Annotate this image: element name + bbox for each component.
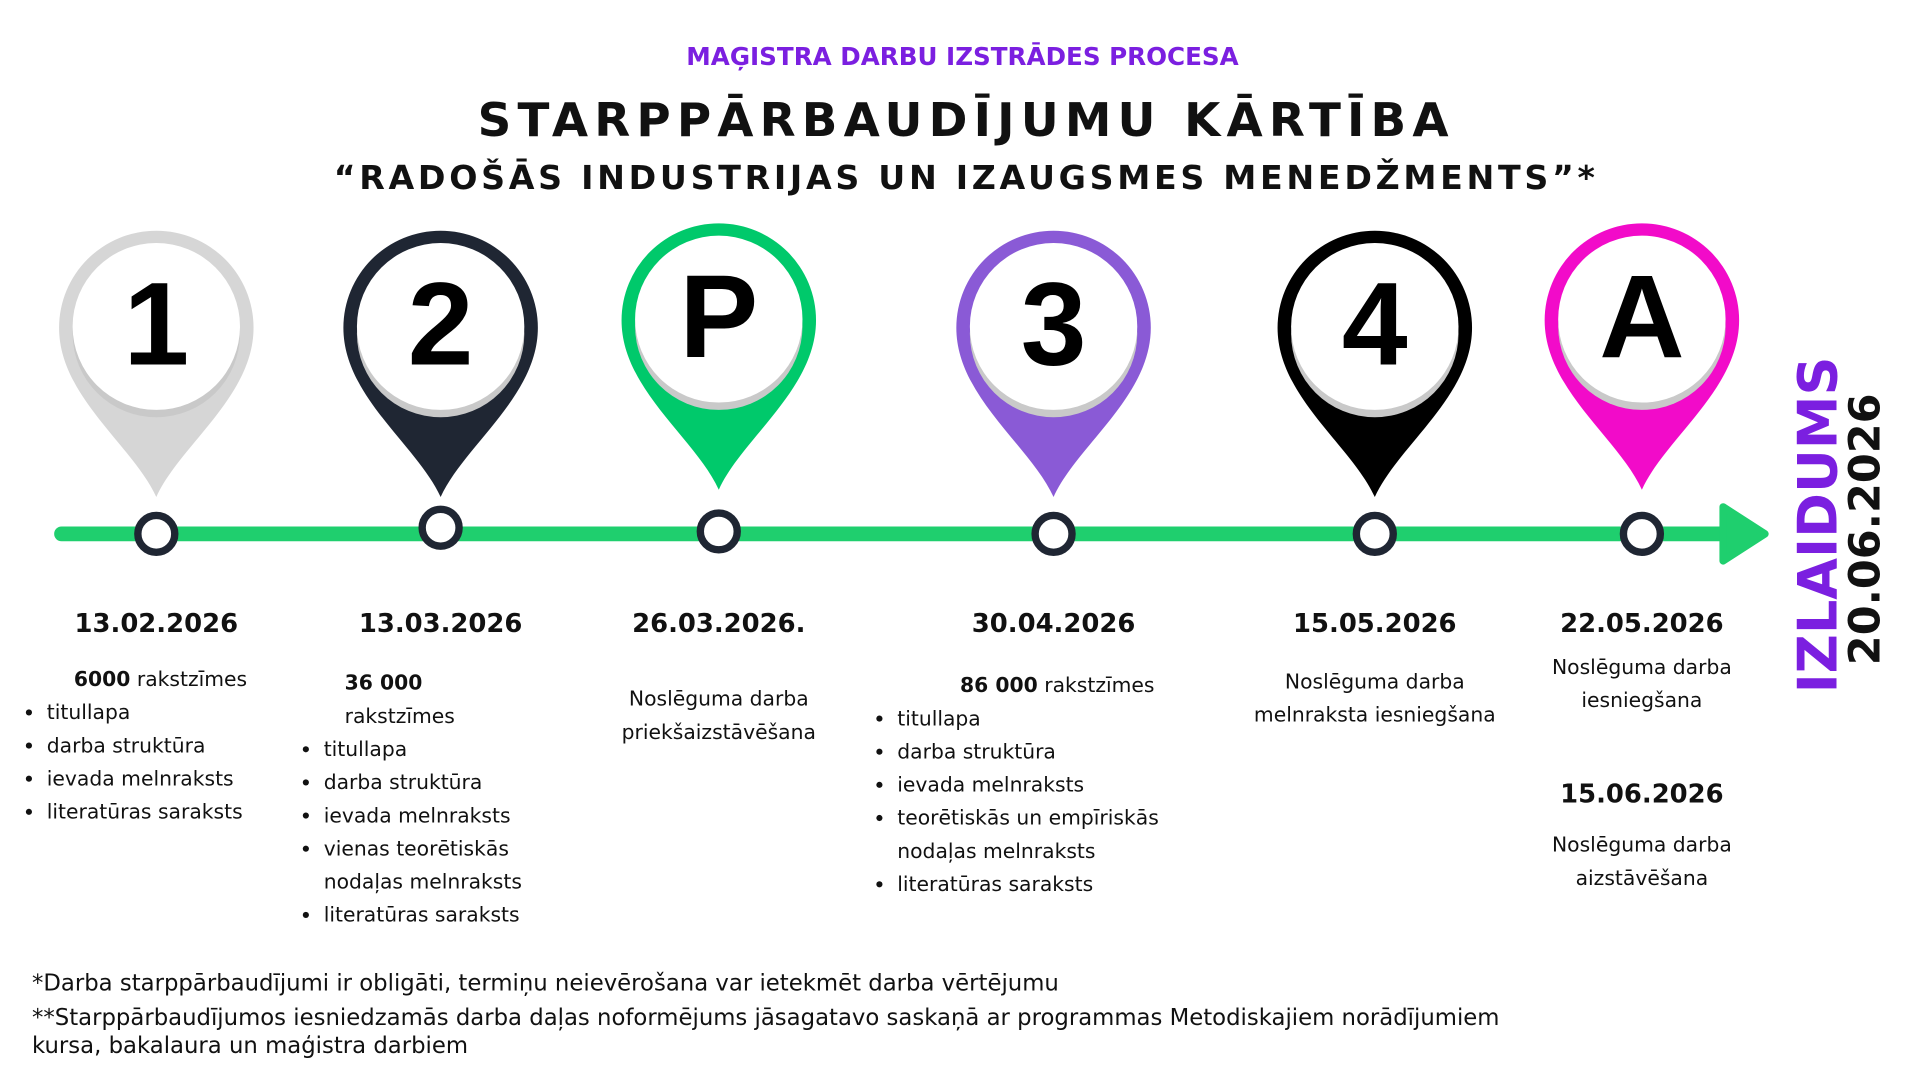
timeline-point — [418, 505, 463, 550]
milestone-label: A — [1599, 251, 1685, 383]
char-count: 36 000 rakstzīmes — [344, 671, 455, 728]
milestone-date: 15.05.2026 — [1293, 608, 1457, 639]
pin-marker-4-icon: 4 — [1277, 230, 1473, 501]
pin-marker-2-icon: 2 — [343, 230, 538, 501]
milestone-date-2: 15.06.2026 — [1560, 779, 1724, 809]
char-count: 6000 rakstzīmes — [73, 667, 248, 691]
milestone-description: 36 000 rakstzīmes titullapadarba struktūr… — [302, 666, 536, 931]
timeline-point — [696, 509, 741, 554]
milestone-description: Noslēguma darba melnraksta iesniegšana — [1253, 670, 1496, 727]
timeline-point — [1031, 511, 1076, 556]
milestone-label: P — [679, 251, 759, 383]
footnote-1: *Darba starppārbaudījumi ir obligāti, te… — [32, 970, 1059, 997]
milestone-label: 2 — [407, 258, 474, 391]
pin-marker-p-icon: P — [621, 223, 817, 493]
list-item: literatūras saraksts — [324, 898, 536, 931]
milestone-description: Noslēguma darba iesniegšana 15.06.2026 Nosl… — [1482, 650, 1802, 894]
list-item: titullapa — [324, 733, 536, 766]
milestone-label: 3 — [1020, 258, 1087, 391]
timeline-point — [1619, 511, 1665, 556]
list-item: vienas teorētiskās nodaļas melnraksts — [324, 832, 536, 898]
milestone-date: 13.02.2026 — [74, 608, 239, 639]
pin-marker-a-icon: A — [1544, 223, 1740, 493]
milestone-label: 4 — [1341, 258, 1408, 391]
list-item: titullapa — [47, 696, 259, 729]
milestone-date: 22.05.2026 — [1560, 608, 1724, 639]
release-label: IZLAIDUMS 20.06.2026 — [1772, 357, 1895, 699]
list-item: darba struktūra — [47, 729, 259, 762]
footnote-2: **Starppārbaudījumos iesniedzamās darba … — [32, 1005, 1500, 1031]
milestone-description: 86 000 rakstzīmes titullapadarba struktūr… — [875, 669, 1170, 901]
pin-marker-3-icon: 3 — [956, 230, 1151, 501]
list-item: titullapa — [897, 702, 1170, 735]
list-item: literatūras saraksts — [47, 795, 259, 828]
list-item: darba struktūra — [897, 735, 1170, 768]
milestone-date: 30.04.2026 — [971, 608, 1136, 639]
list-item: darba struktūra — [324, 766, 536, 799]
char-count: 86 000 rakstzīmes — [960, 673, 1155, 698]
page-subtitle: “RADOŠĀS INDUSTRIJAS UN IZAUGSMES MENEDŽ… — [333, 159, 1599, 198]
page-title: STARPPĀRBAUDĪJUMU KĀRTĪBA — [477, 93, 1455, 148]
milestone-description: 6000 rakstzīmes titullapadarba struktūrai… — [25, 663, 259, 829]
milestone-date: 13.03.2026 — [358, 608, 523, 639]
timeline-point — [1352, 511, 1397, 556]
arrow-head-icon — [1719, 503, 1769, 565]
list-item: ievada melnraksts — [324, 799, 536, 832]
supertitle: MAĢISTRA DARBU IZSTRĀDES PROCESA — [686, 41, 1239, 72]
release-date: 20.06.2026 — [1841, 393, 1891, 666]
list-item: ievada melnraksts — [47, 762, 259, 795]
milestone-description: Noslēguma darba priekšaizstāvēšana — [621, 687, 816, 744]
list-item: teorētiskās un empīriskās nodaļas melnra… — [897, 801, 1170, 867]
pin-marker-1-icon: 1 — [59, 230, 254, 501]
footnote-3: kursa, bakalaura un maģistra darbiem — [32, 1033, 469, 1060]
milestone-label: 1 — [123, 258, 190, 391]
list-item: literatūras saraksts — [897, 868, 1170, 901]
timeline-point — [134, 511, 179, 556]
list-item: ievada melnraksts — [897, 768, 1170, 801]
milestone-date: 26.03.2026. — [632, 608, 806, 639]
